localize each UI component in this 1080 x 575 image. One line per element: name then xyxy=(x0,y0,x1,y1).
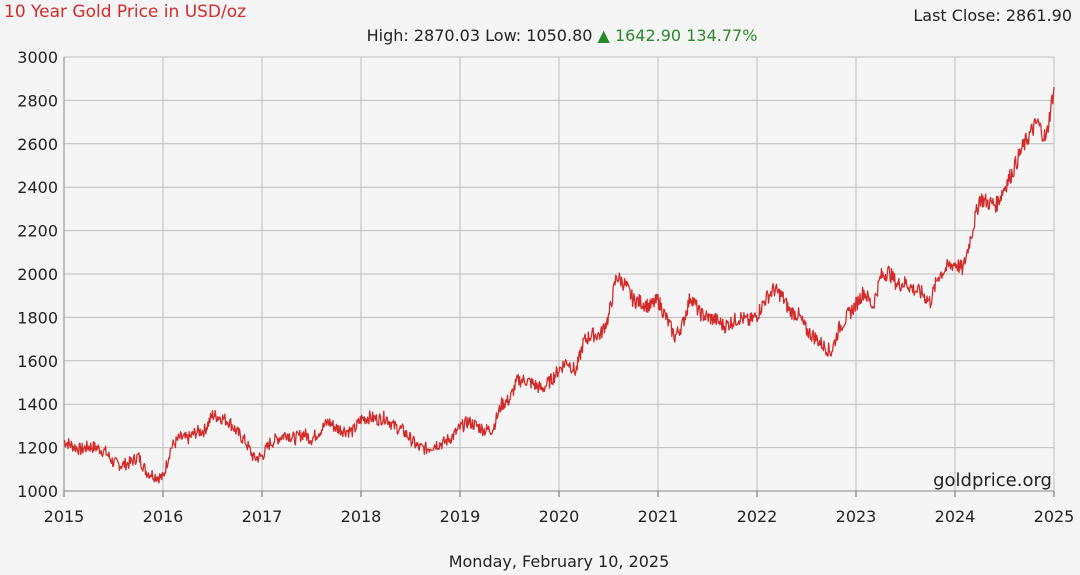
y-tick-label: 1000 xyxy=(17,482,58,501)
x-tick-label: 2024 xyxy=(935,507,976,526)
low-label: Low: xyxy=(485,26,522,45)
y-tick-label: 2800 xyxy=(17,91,58,110)
y-tick-label: 1600 xyxy=(17,352,58,371)
change-value: 1642.90 xyxy=(614,26,682,45)
x-tick-label: 2023 xyxy=(836,507,877,526)
footer-date: Monday, February 10, 2025 xyxy=(448,552,670,571)
x-tick-label: 2017 xyxy=(242,507,283,526)
watermark: goldprice.org xyxy=(933,470,1052,491)
chart-axes xyxy=(63,57,1055,497)
y-tick-label: 3000 xyxy=(17,48,58,67)
gold-price-line xyxy=(63,86,1055,484)
x-tick-label: 2020 xyxy=(539,507,580,526)
up-arrow-icon: ▲ xyxy=(597,26,610,45)
x-tick-label: 2022 xyxy=(737,507,778,526)
y-tick-label: 1800 xyxy=(17,308,58,327)
chart-series xyxy=(63,86,1055,484)
chart-tick-labels: 1000 1200 1400 1600 1800 2000 2200 2400 2600 2800… xyxy=(17,48,1074,526)
x-tick-label: 2015 xyxy=(44,507,85,526)
price-stats: High: 2870.03 Low: 1050.80 ▲ 1642.90 134… xyxy=(0,26,1080,45)
y-tick-label: 2200 xyxy=(17,222,58,241)
chart-title: 10 Year Gold Price in USD/oz xyxy=(4,2,247,22)
y-tick-label: 2400 xyxy=(17,178,58,197)
high-value: 2870.03 xyxy=(413,26,481,45)
x-tick-label: 2018 xyxy=(341,507,382,526)
x-tick-label: 2019 xyxy=(440,507,481,526)
y-tick-label: 2600 xyxy=(17,135,58,154)
high-label: High: xyxy=(366,26,409,45)
last-close: Last Close: 2861.90 xyxy=(913,6,1072,25)
change-percent: 134.77% xyxy=(686,26,758,45)
y-tick-label: 1400 xyxy=(17,395,58,414)
low-value: 1050.80 xyxy=(526,26,593,45)
last-close-value: 2861.90 xyxy=(1005,6,1072,25)
y-tick-label: 2000 xyxy=(17,265,58,284)
x-tick-label: 2016 xyxy=(143,507,184,526)
chart-grid xyxy=(63,56,1055,492)
y-tick-label: 1200 xyxy=(17,439,58,458)
x-tick-label: 2021 xyxy=(638,507,679,526)
last-close-label: Last Close: xyxy=(913,6,1001,25)
x-tick-label: 2025 xyxy=(1034,507,1075,526)
